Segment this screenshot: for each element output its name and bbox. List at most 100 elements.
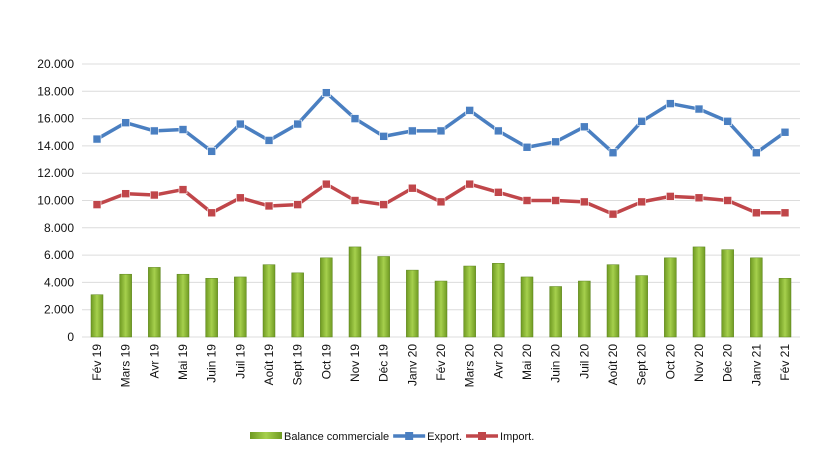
marker [608,209,618,219]
y-tick-label: 4.000 [44,275,74,289]
bar-balance [635,275,648,338]
x-tick-label: Août 20 [606,344,620,386]
marker [723,196,732,205]
marker [92,134,102,144]
marker [551,137,560,147]
x-tick-label: Mai 20 [520,344,534,380]
x-axis: Fév 19 Mars 19 Avr 19 Mai 19 Juin 19 Juil 19 A… [90,344,792,388]
x-tick-label: Août 19 [262,344,276,386]
y-tick-label: 0 [67,330,74,344]
x-tick-label: Nov 19 [348,344,362,382]
marker [580,122,589,132]
x-tick-label: Mars 19 [119,344,133,388]
y-axis: 0 2.000 4.000 6.000 8.000 10.000 12.000 14.000 1… [37,57,74,344]
x-tick-label: Sept 20 [635,344,649,386]
bar-balance [262,264,276,338]
marker [207,208,216,218]
x-tick-label: Juin 20 [549,344,563,383]
marker [236,119,245,129]
bar-balance [406,269,419,338]
marker [121,118,130,127]
marker [264,136,274,145]
x-tick-label: Oct 19 [319,344,333,380]
marker [379,200,388,209]
x-tick-label: Janv 20 [405,344,419,386]
marker [494,188,503,197]
y-tick-label: 18.000 [37,84,74,98]
y-tick-label: 12.000 [37,166,74,180]
x-tick-label: Juil 20 [577,344,591,379]
x-tick-label: Fév 20 [434,344,448,381]
marker [408,183,417,193]
bar-balance [492,263,505,338]
bar-balance [750,257,763,338]
marker [207,147,216,156]
marker [264,201,274,211]
marker [350,196,360,205]
bar-balance [148,267,161,338]
x-tick-label: Fév 21 [778,344,792,381]
x-tick-label: Avr 20 [491,344,505,379]
marker [522,142,532,152]
marker [350,114,360,123]
marker [408,126,417,136]
legend-label: Import. [500,431,534,443]
marker [436,126,446,136]
bar-balance [377,256,390,338]
marker [752,148,761,158]
marker [694,193,704,203]
bar-balance [549,286,562,338]
marker [465,179,474,189]
bar-balance [778,278,792,338]
marker [322,179,331,189]
x-tick-label: Mars 20 [463,344,477,388]
y-tick-label: 20.000 [37,57,74,71]
bar-balance [176,273,190,338]
marker [637,117,646,126]
x-tick-label: Janv 21 [749,344,763,386]
line-export [96,90,787,155]
y-tick-label: 6.000 [44,248,74,262]
marker [178,125,188,134]
y-tick-label: 16.000 [37,112,74,126]
marker [666,192,675,201]
x-tick-label: Juil 19 [233,344,247,379]
legend: Balance commerciale Export. Import. [250,431,534,443]
marker [322,88,331,97]
bar-balance [90,294,104,338]
marker [608,148,618,158]
marker [637,197,646,207]
bar-balance [463,265,476,338]
y-tick-label: 10.000 [37,194,74,208]
marker [780,127,790,137]
x-tick-label: Nov 20 [692,344,706,382]
marker [293,200,302,209]
marker [522,196,532,205]
x-tick-label: Juin 19 [205,344,219,383]
marker [723,117,732,126]
marker [551,196,560,205]
bars [90,246,792,338]
x-tick-label: Sept 19 [291,344,305,386]
x-tick-label: Oct 20 [663,344,677,380]
marker [150,190,159,200]
x-tick-label: Déc 20 [721,344,735,382]
marker [436,197,446,207]
bar-balance [434,280,448,338]
marker [236,193,245,203]
x-tick-label: Avr 19 [147,344,161,379]
y-tick-label: 8.000 [44,221,74,235]
marker [494,126,503,136]
bar-balance [721,249,734,338]
marker [121,189,130,198]
bar-balance [291,272,304,338]
bar-balance [320,257,333,338]
marker [379,132,388,141]
marker [150,126,159,136]
lines [92,88,790,219]
bar-balance [664,257,677,338]
marker [293,119,302,129]
marker [666,99,675,108]
bar-balance [520,276,534,338]
